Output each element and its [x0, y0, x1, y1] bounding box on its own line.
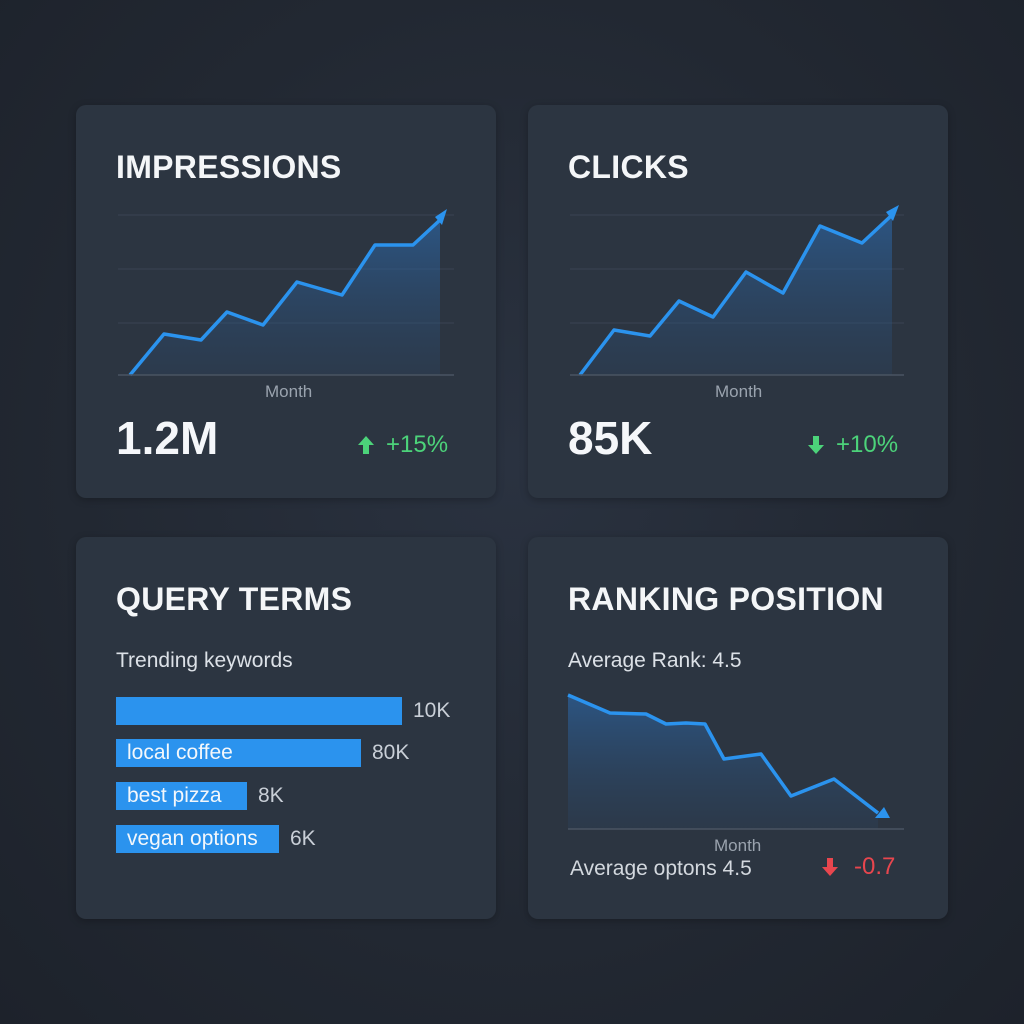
clicks-value: 85K [568, 412, 653, 464]
ranking-chart [567, 693, 904, 830]
ranking-footer: Average optons 4.5 [570, 857, 752, 880]
card-title: QUERY TERMS [116, 581, 353, 617]
trend-line [578, 213, 894, 377]
trend-line [567, 693, 880, 815]
delta-text: -0.7 [854, 853, 896, 880]
x-axis-label: Month [715, 382, 763, 401]
keyword-value: 8K [258, 784, 284, 807]
impressions-chart [118, 209, 454, 377]
keyword-row[interactable]: vegan options 6K [116, 825, 316, 853]
arrow-up-icon [358, 436, 374, 454]
ranking-delta: -0.7 [820, 853, 895, 881]
keyword-bar [116, 697, 402, 725]
keyword-bar: vegan options [116, 825, 279, 853]
x-axis-label: Month [714, 836, 762, 855]
trend-arrowhead [886, 205, 899, 221]
clicks-card: CLICKS Month 85K +10% [528, 105, 948, 498]
clicks-delta: +10% [806, 431, 898, 459]
query-terms-card: QUERY TERMS Trending keywords 10K local … [76, 537, 496, 919]
keyword-bar: local coffee [116, 739, 361, 767]
clicks-chart [570, 205, 904, 377]
impressions-value: 1.2M [116, 412, 219, 464]
impressions-delta: +15% [356, 431, 448, 459]
card-title: RANKING POSITION [568, 581, 884, 617]
trend-arrowhead [435, 209, 447, 225]
ranking-position-card: RANKING POSITION Average Rank: 4.5 Month… [528, 537, 948, 919]
impressions-card: IMPRESSIONS Month 1.2M +15% [76, 105, 496, 498]
trend-arrowhead [875, 807, 890, 818]
keyword-value: 80K [372, 741, 410, 764]
keyword-row[interactable]: local coffee 80K [116, 739, 409, 767]
query-subtitle: Trending keywords [116, 649, 293, 672]
trend-line [128, 218, 442, 377]
delta-text: +10% [836, 431, 899, 458]
keyword-bar: best pizza [116, 782, 247, 810]
keyword-row[interactable]: 10K [116, 697, 450, 725]
keyword-value: 10K [413, 699, 451, 722]
delta-text: +15% [386, 431, 449, 458]
card-title: IMPRESSIONS [116, 149, 342, 185]
area-fill [568, 695, 878, 829]
keyword-row[interactable]: best pizza 8K [116, 782, 284, 810]
card-title: CLICKS [568, 149, 689, 185]
arrow-down-icon [822, 858, 838, 876]
arrow-down-icon [808, 436, 824, 454]
x-axis-label: Month [265, 382, 313, 401]
ranking-subtitle: Average Rank: 4.5 [568, 649, 742, 672]
area-fill [580, 215, 892, 375]
keyword-value: 6K [290, 827, 316, 850]
